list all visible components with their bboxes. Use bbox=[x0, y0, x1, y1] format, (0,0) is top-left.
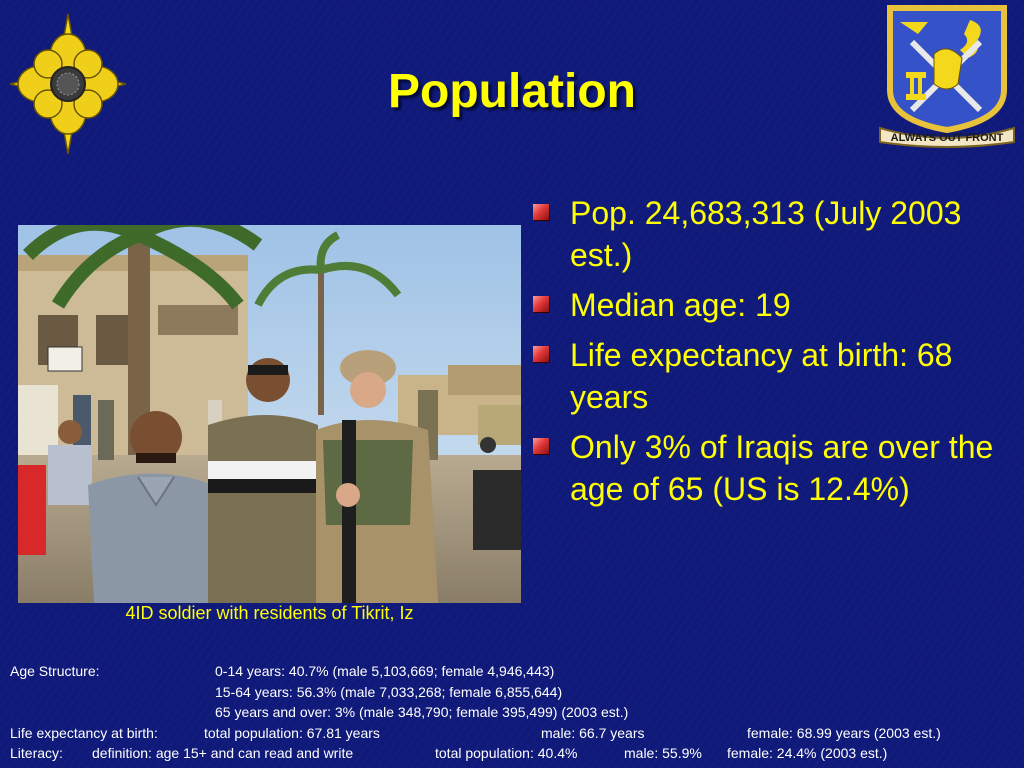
bullet-item: Pop. 24,683,313 (July 2003 est.) bbox=[533, 192, 1003, 276]
literacy-total-text: total population: 40.4% bbox=[435, 745, 578, 761]
bullet-item: Median age: 19 bbox=[533, 284, 1003, 326]
age-65-over-text: 65 years and over: 3% (male 348,790; fem… bbox=[215, 704, 629, 720]
photo-caption: 4ID soldier with residents of Tikrit, Iz bbox=[125, 603, 414, 623]
life-total-text: total population: 67.81 years bbox=[204, 724, 380, 741]
footer-notes: Age Structure: 0-14 years: 40.7% (male 5… bbox=[10, 661, 1020, 764]
life-male-text: male: 66.7 years bbox=[541, 724, 645, 741]
bullet-marker-icon bbox=[533, 204, 549, 220]
bullet-marker-icon bbox=[533, 438, 549, 454]
street-photo bbox=[18, 225, 521, 603]
bullet-marker-icon bbox=[533, 346, 549, 362]
bullet-text: Median age: 19 bbox=[570, 287, 791, 323]
slide-title: Population bbox=[388, 65, 636, 118]
literacy-female-text: female: 24.4% (2003 est.) bbox=[727, 745, 888, 761]
literacy-label: Literacy: bbox=[10, 745, 63, 761]
literacy-row: Literacy: definition: age 15+ and can re… bbox=[10, 743, 1020, 764]
literacy-male-text: male: 55.9% bbox=[624, 745, 702, 761]
bullet-text: Life expectancy at birth: 68 years bbox=[570, 337, 953, 415]
age-structure-row: Age Structure: 0-14 years: 40.7% (male 5… bbox=[10, 661, 1020, 682]
literacy-definition-text: definition: age 15+ and can read and wri… bbox=[92, 745, 354, 761]
age-15-64-row: 15-64 years: 56.3% (male 7,033,268; fema… bbox=[10, 682, 1020, 703]
bullet-item: Only 3% of Iraqis are over the age of 65… bbox=[533, 426, 1003, 510]
age-structure-label: Age Structure: bbox=[10, 663, 100, 679]
bullet-list: Pop. 24,683,313 (July 2003 est.) Median … bbox=[533, 192, 1003, 518]
military-intelligence-insignia-icon bbox=[9, 13, 127, 155]
age-65-over-row: 65 years and over: 3% (male 348,790; fem… bbox=[10, 702, 1020, 723]
life-female-text: female: 68.99 years (2003 est.) bbox=[747, 724, 941, 741]
life-expectancy-row: Life expectancy at birth: total populati… bbox=[10, 723, 1020, 744]
regimental-crest-icon: ALWAYS OUT FRONT bbox=[879, 5, 1015, 148]
bullet-text: Only 3% of Iraqis are over the age of 65… bbox=[570, 429, 994, 507]
bullet-marker-icon bbox=[533, 296, 549, 312]
life-expectancy-label: Life expectancy at birth: bbox=[10, 724, 158, 741]
bullet-text: Pop. 24,683,313 (July 2003 est.) bbox=[570, 195, 962, 273]
crest-motto: ALWAYS OUT FRONT bbox=[891, 132, 1004, 144]
bullet-item: Life expectancy at birth: 68 years bbox=[533, 334, 1003, 418]
age-15-64-text: 15-64 years: 56.3% (male 7,033,268; fema… bbox=[215, 683, 563, 700]
age-0-14-text: 0-14 years: 40.7% (male 5,103,669; femal… bbox=[215, 663, 555, 679]
